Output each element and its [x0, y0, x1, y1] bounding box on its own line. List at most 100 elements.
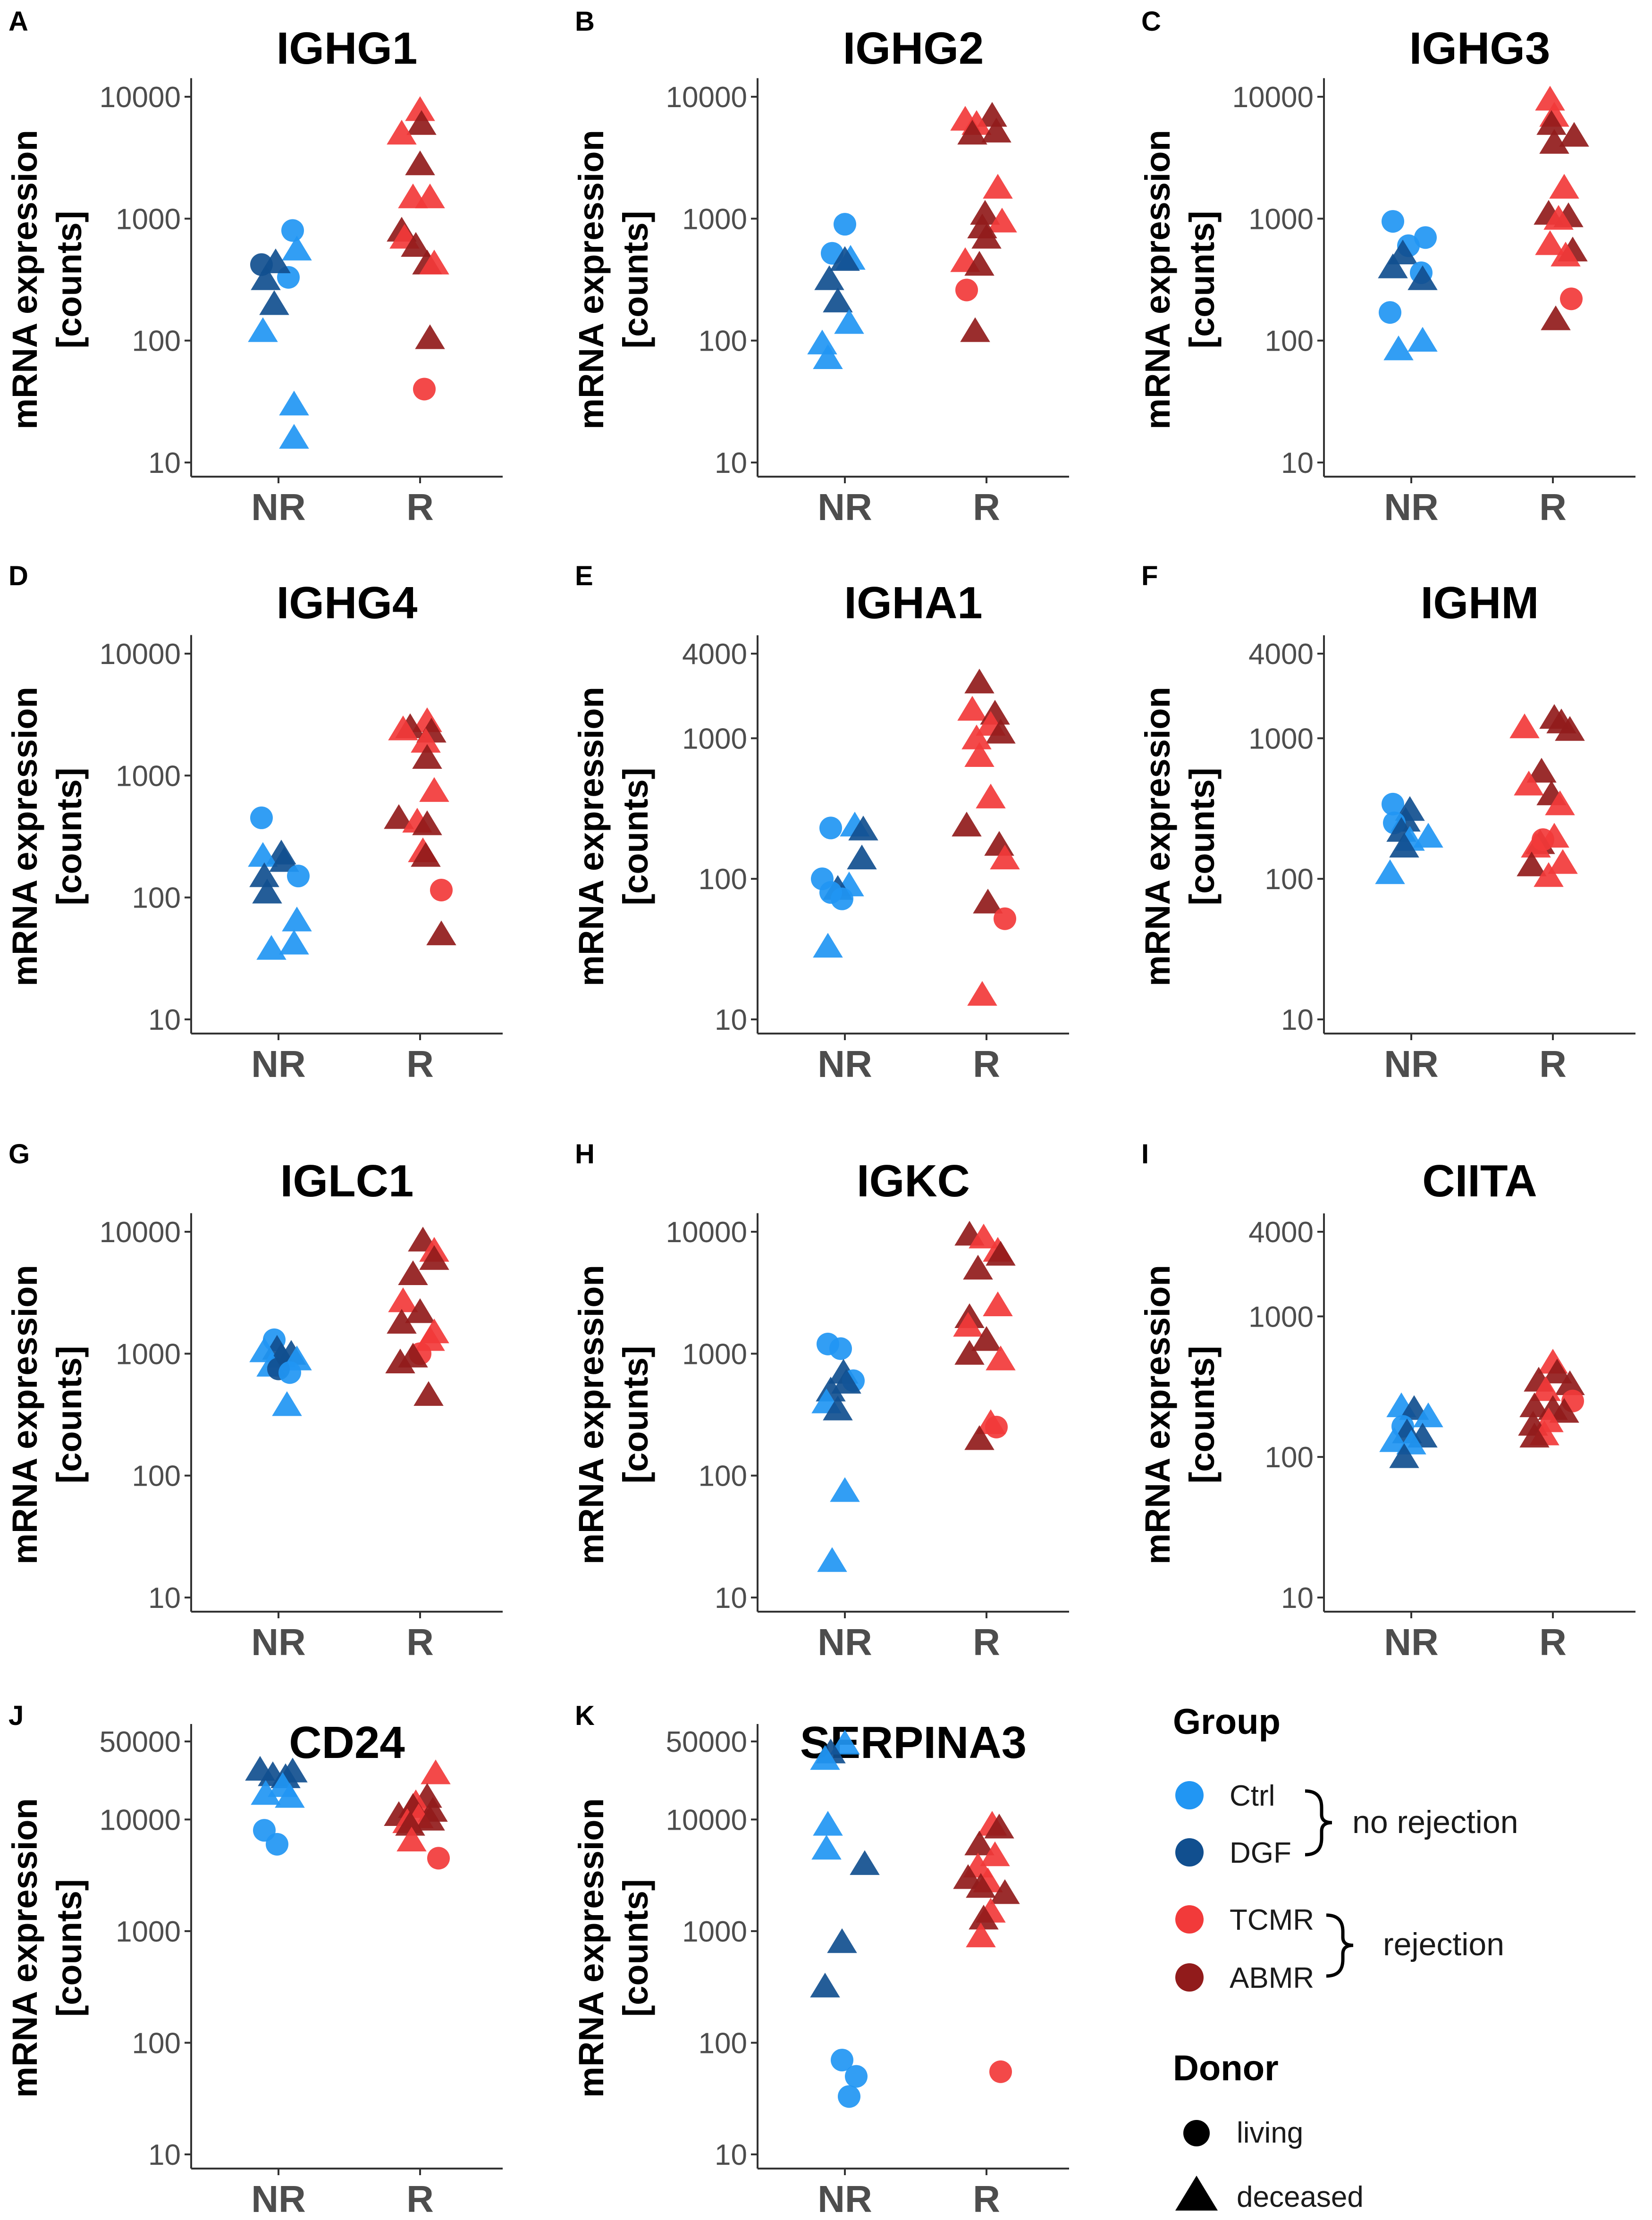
data-point-ctrl-deceased [810, 1745, 840, 1770]
panel-title: IGHG4 [277, 578, 418, 628]
data-point-dgf-deceased [1389, 832, 1419, 858]
data-point-tcmr-deceased [405, 96, 435, 121]
panel-g: G IGLC1 mRNA expression [counts] 10 100 1000 10… [5, 1139, 503, 1663]
y-axis-label-line2: [counts] [616, 1879, 655, 2017]
y-tick-label: 10000 [666, 1804, 747, 1836]
data-point-abmr-deceased [954, 1340, 985, 1365]
y-tick-label: 100 [1265, 325, 1314, 358]
data-point-tcmr-deceased [976, 783, 1006, 808]
y-tick-label: 100 [1265, 1441, 1314, 1474]
x-tick-label: NR [1384, 1621, 1439, 1663]
y-axis-label-line2: [counts] [1182, 1346, 1222, 1484]
data-point-abmr-deceased [977, 102, 1007, 127]
data-point-ctrl-deceased [834, 309, 864, 334]
panel-i: I CIITA mRNA expression [counts] 10 100 1000 40… [1138, 1139, 1635, 1663]
panel-title: IGHG2 [843, 23, 984, 74]
data-point-tcmr-deceased [990, 844, 1020, 870]
data-point-abmr-deceased [984, 1814, 1014, 1839]
panel-c: C IGHG3 mRNA expression [counts] 10 100 1000 10… [1138, 6, 1635, 528]
y-tick-label: 100 [132, 882, 181, 915]
data-point-tcmr-deceased [1548, 849, 1578, 874]
x-tick-label: NR [818, 2178, 872, 2220]
x-tick-label: R [1539, 1621, 1567, 1663]
data-point-abmr-deceased [413, 1381, 444, 1406]
y-tick-label: 4000 [682, 638, 747, 671]
data-point-ctrl-living [838, 2085, 860, 2108]
y-tick-label: 10 [715, 2139, 747, 2171]
y-axis-label-line1: mRNA expression [572, 130, 611, 429]
panel-title: CIITA [1422, 1156, 1537, 1206]
y-axis-label-line2: [counts] [616, 1346, 655, 1484]
data-point-tcmr-deceased [966, 1922, 996, 1948]
y-tick-label: 1000 [682, 203, 747, 235]
data-point-ctrl-deceased [256, 935, 287, 960]
data-point-tcmr-deceased [1534, 862, 1564, 887]
data-point-ctrl-deceased [813, 344, 843, 369]
data-point-ctrl-living [834, 213, 856, 236]
data-point-dgf-deceased [848, 816, 878, 841]
data-point-tcmr-deceased [983, 1291, 1013, 1316]
data-point-abmr-deceased [415, 1806, 445, 1831]
legend-key-ctrl [1175, 1781, 1204, 1809]
data-point-abmr-deceased [971, 224, 1002, 249]
y-tick-label: 10000 [100, 638, 181, 671]
data-point-ctrl-deceased [813, 1811, 843, 1836]
data-point-tcmr-deceased [1549, 174, 1579, 199]
data-point-tcmr-deceased [1543, 205, 1574, 230]
data-point-dgf-deceased [261, 248, 291, 273]
data-point-tcmr-deceased [980, 1841, 1010, 1867]
data-point-abmr-deceased [1536, 110, 1567, 135]
x-tick-label: R [973, 1043, 1000, 1085]
data-point-tcmr-deceased [419, 777, 449, 802]
y-axis-label-line2: [counts] [50, 211, 89, 349]
data-point-dgf-deceased [814, 265, 844, 290]
data-point-tcmr-deceased [964, 742, 995, 767]
data-point-abmr-deceased [412, 810, 442, 835]
y-tick-label: 1000 [116, 1916, 181, 1948]
panel-letter: J [8, 1700, 24, 1731]
y-tick-label: 10000 [100, 1804, 181, 1836]
panel-f: F IGHM mRNA expression [counts] 10 100 1000 400… [1138, 561, 1635, 1085]
legend-key-tcmr [1175, 1905, 1204, 1934]
panel-j: J CD24 mRNA expression [counts] 10 100 1000 100… [5, 1700, 503, 2220]
data-point-ctrl-deceased [1413, 1402, 1443, 1428]
data-point-abmr-deceased [1541, 305, 1571, 330]
data-point-tcmr-deceased [1531, 1376, 1561, 1401]
data-point-dgf-deceased [1389, 1443, 1419, 1468]
y-axis-label-line1: mRNA expression [572, 1798, 611, 2098]
y-axis-label-line2: [counts] [50, 768, 89, 906]
x-tick-label: R [406, 486, 434, 528]
data-point-abmr-deceased [1519, 1422, 1550, 1448]
legend-donor-title: Donor [1173, 2048, 1279, 2088]
panel-letter: I [1141, 1139, 1149, 1169]
legend-label-living: living [1237, 2117, 1303, 2149]
data-point-dgf-deceased [831, 1369, 861, 1394]
data-point-abmr-deceased [1542, 1358, 1572, 1384]
x-tick-label: NR [251, 1621, 306, 1663]
y-tick-label: 10000 [666, 81, 747, 114]
data-point-tcmr-living [994, 907, 1016, 930]
y-tick-label: 100 [699, 863, 747, 896]
data-point-tcmr-deceased [1521, 832, 1551, 858]
data-point-abmr-deceased [1526, 757, 1557, 783]
y-tick-label: 10 [715, 447, 747, 479]
data-point-ctrl-deceased [1413, 823, 1443, 848]
data-point-tcmr-deceased [961, 724, 992, 749]
y-axis-label-line2: [counts] [50, 1346, 89, 1484]
data-point-dgf-deceased [1408, 265, 1438, 290]
legend-label-tcmr: TCMR [1230, 1904, 1314, 1936]
data-point-ctrl-deceased [279, 930, 309, 955]
data-point-ctrl-living [819, 816, 842, 840]
panel-a: A IGHG1 mRNA expression [counts] 10 100 1000 10… [5, 6, 503, 528]
data-point-abmr-deceased [1559, 122, 1589, 147]
data-point-ctrl-living [278, 1361, 301, 1384]
y-axis-label-line2: [counts] [50, 1879, 89, 2017]
y-tick-label: 10 [148, 1004, 181, 1036]
data-point-tcmr-deceased [967, 981, 997, 1006]
data-point-tcmr-living [955, 278, 978, 302]
panel-letter: A [8, 6, 28, 37]
y-tick-label: 100 [1265, 863, 1314, 896]
data-point-ctrl-living [829, 1337, 852, 1360]
data-point-ctrl-deceased [251, 1780, 281, 1805]
